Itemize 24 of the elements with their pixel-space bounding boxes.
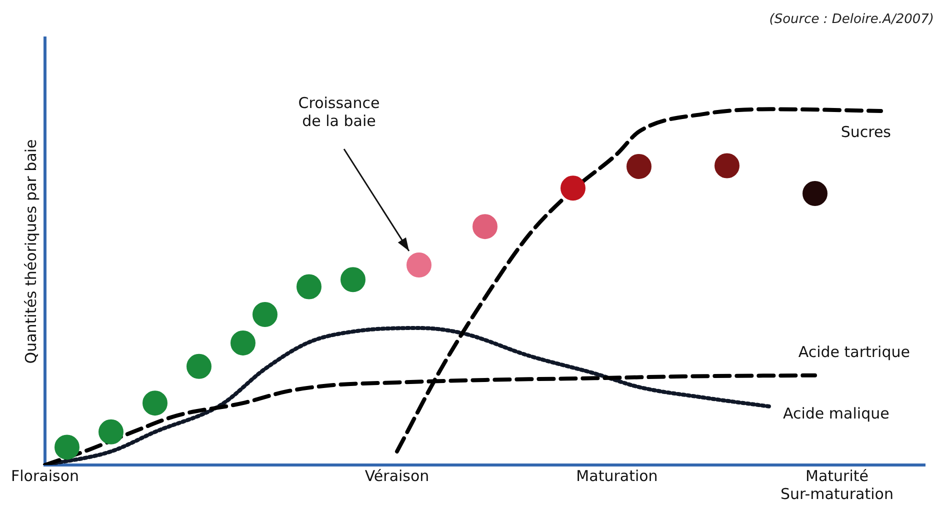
x-tick-label: Maturation — [576, 466, 658, 485]
series-label: Sucres — [840, 122, 892, 141]
point — [142, 390, 168, 416]
text: Croissance de la baie — [298, 94, 380, 130]
point — [714, 153, 740, 178]
point — [54, 434, 80, 460]
point — [626, 154, 652, 179]
point — [252, 302, 278, 327]
point — [296, 274, 322, 300]
text: (Source : Deloire.A/2007) — [769, 12, 934, 27]
point — [340, 267, 366, 292]
point — [472, 214, 498, 240]
point — [406, 252, 432, 278]
y-axis-title: Quantités théoriques par baie — [22, 139, 40, 364]
x-tick-label: Véraison — [364, 466, 430, 485]
point — [560, 176, 586, 201]
x-tick-label: Floraison — [11, 466, 79, 485]
point — [802, 181, 828, 206]
point — [98, 419, 124, 444]
series-label: Acide malique — [783, 404, 890, 423]
series-label: Acide tartrique — [798, 343, 910, 362]
point — [186, 354, 212, 379]
point — [230, 330, 256, 356]
x-tick-label: Maturité Sur-maturation — [780, 466, 894, 503]
